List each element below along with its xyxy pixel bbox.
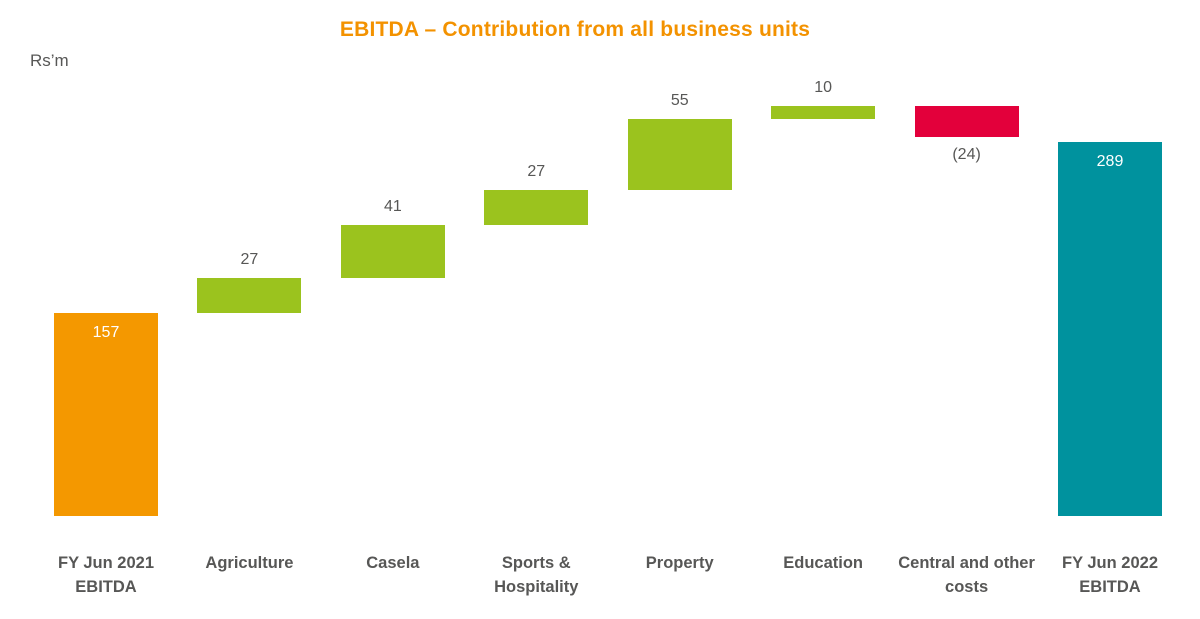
category-label-casela: Casela (366, 554, 420, 572)
chart-title: EBITDA – Contribution from all business … (339, 18, 811, 41)
bar-property (627, 119, 732, 191)
bar-casela (340, 225, 445, 279)
category-label-sports-hospitality: Sports & Hospitality (494, 554, 579, 596)
category-label-fy-jun-2021-ebitda: FY Jun 2021 EBITDA (58, 554, 154, 596)
y-axis-unit-label: Rs’m (30, 51, 69, 70)
value-label-property: 55 (670, 92, 689, 110)
value-label-central-and-other-costs: (24) (952, 146, 981, 164)
value-label-casela: 41 (383, 198, 402, 216)
value-label-education: 10 (814, 79, 833, 97)
bar-education (771, 106, 876, 120)
value-label-agriculture: 27 (240, 251, 259, 269)
value-label-sports-hospitality: 27 (527, 163, 546, 181)
category-label-agriculture: Agriculture (205, 554, 294, 572)
bar-sports-hospitality (484, 190, 589, 226)
bar-agriculture (197, 278, 302, 313)
bar-fy-jun-2022-ebitda (1058, 142, 1162, 516)
category-label-central-and-other-costs: Central and other costs (898, 554, 1035, 596)
category-label-education: Education (783, 554, 864, 572)
category-label-property: Property (645, 554, 714, 572)
bar-central-and-other-costs (914, 106, 1019, 138)
bar-fy-jun-2021-ebitda (54, 313, 158, 516)
value-label-fy-jun-2021-ebitda: 157 (92, 324, 120, 341)
category-label-fy-jun-2022-ebitda: FY Jun 2022 EBITDA (1062, 554, 1158, 596)
value-label-fy-jun-2022-ebitda: 289 (1096, 153, 1124, 171)
